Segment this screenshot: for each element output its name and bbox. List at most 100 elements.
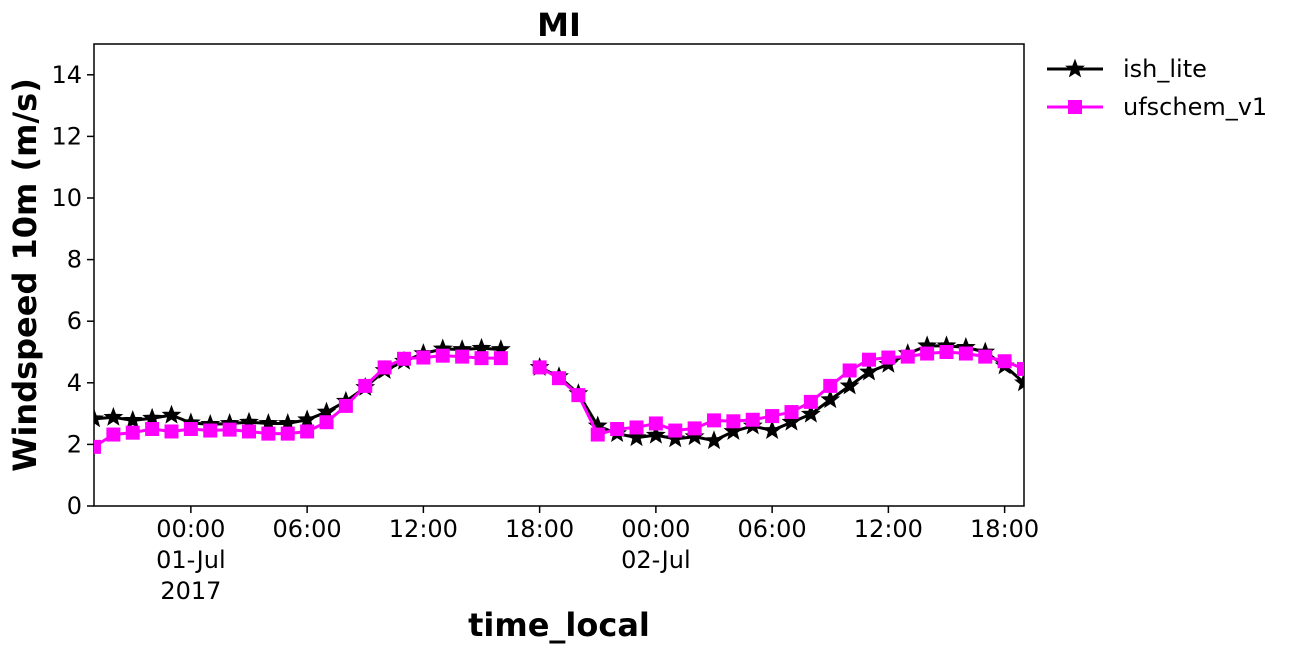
data-point (762, 420, 783, 439)
data-point (704, 430, 724, 450)
data-point (183, 422, 198, 436)
data-point (1014, 372, 1024, 392)
x-axis-label: time_local (468, 606, 650, 644)
legend-label: ish_lite (1123, 55, 1207, 83)
data-point (707, 413, 721, 428)
legend-marker-square (1068, 100, 1082, 114)
data-point (94, 439, 101, 454)
data-point (859, 361, 879, 381)
y-axis-label: Windspeed 10m (m/s) (6, 78, 44, 472)
data-point (862, 352, 876, 367)
data-point (958, 346, 973, 361)
y-tick-label: 8 (67, 246, 82, 274)
plot-frame (93, 43, 1025, 507)
x-tick-label: 18:00 (505, 515, 574, 543)
data-point (280, 426, 295, 441)
y-tick-label: 10 (51, 184, 82, 212)
y-tick-label: 6 (67, 307, 82, 335)
y-tick-label: 2 (67, 430, 82, 458)
data-point (765, 409, 780, 424)
data-point (164, 424, 179, 439)
plot-axes (93, 43, 1025, 507)
data-point (726, 414, 741, 429)
x-tick-label: 02-Jul (621, 546, 691, 574)
data-point (377, 360, 392, 375)
chart-title: MI (537, 6, 581, 44)
data-point (474, 351, 489, 366)
data-point (590, 427, 605, 442)
data-point (300, 424, 315, 439)
x-tick-label: 00:00 (621, 515, 690, 543)
x-tick-label: 12:00 (854, 515, 923, 543)
y-tick-label: 14 (51, 61, 82, 89)
y-tick-label: 12 (51, 122, 82, 150)
data-point (784, 405, 799, 420)
data-point (532, 360, 547, 375)
data-point (1036, 371, 1050, 385)
data-point (1017, 361, 1024, 376)
data-point (610, 422, 625, 436)
data-point (997, 354, 1012, 369)
data-point (106, 427, 121, 442)
data-point (455, 349, 470, 364)
data-point (745, 412, 760, 427)
data-point (800, 403, 821, 423)
data-point (645, 424, 666, 444)
x-tick-label: 06:00 (273, 515, 342, 543)
data-point (242, 424, 256, 439)
data-point (687, 421, 702, 436)
data-point (939, 345, 954, 359)
series-layer (94, 335, 1052, 454)
data-point (900, 349, 915, 364)
data-point (493, 351, 508, 366)
legend-item-ish_lite: ish_lite (1047, 55, 1207, 83)
data-point (1035, 391, 1052, 407)
data-point (125, 425, 140, 440)
y-tick-label: 0 (67, 492, 82, 520)
data-point (781, 411, 802, 431)
data-point (648, 416, 663, 431)
data-point (203, 423, 218, 438)
x-tick-label: 00:00 (156, 515, 225, 543)
data-point (161, 404, 182, 424)
legend-item-ufschem_v1: ufschem_v1 (1047, 93, 1267, 121)
data-point (839, 375, 860, 395)
data-point (823, 378, 838, 393)
data-point (122, 409, 143, 429)
data-point (319, 415, 334, 430)
data-point (803, 394, 818, 409)
data-point (145, 422, 160, 436)
data-point (920, 346, 935, 361)
y-axis-ticks: 0 2 4 6 8 10 12 14 (51, 61, 94, 520)
data-point (668, 423, 683, 438)
data-point (222, 422, 237, 437)
data-point (552, 371, 566, 386)
series-ufschem_v1 (94, 345, 1050, 454)
data-point (397, 351, 411, 366)
data-point (723, 421, 744, 440)
data-point (94, 408, 104, 428)
data-point (103, 406, 124, 426)
data-point (881, 350, 896, 365)
data-point (978, 349, 993, 364)
data-point (820, 389, 841, 409)
x-axis-ticks: 00:00 01-Jul 2017 06:00 12:00 18:00 00:00 02-Ju… (156, 506, 1039, 605)
x-tick-label: 06:00 (738, 515, 807, 543)
x-tick-label: 01-Jul (156, 546, 226, 574)
data-point (626, 427, 647, 447)
data-point (842, 363, 857, 378)
x-tick-label: 18:00 (970, 515, 1039, 543)
y-tick-label: 4 (67, 369, 82, 397)
legend-marker-star (1065, 58, 1085, 78)
data-point (261, 426, 276, 441)
data-point (435, 348, 450, 363)
x-tick-label: 12:00 (389, 515, 458, 543)
data-point (297, 409, 318, 429)
data-point (338, 398, 353, 413)
legend-label: ufschem_v1 (1123, 93, 1267, 121)
legend: ish_lite ufschem_v1 (1047, 55, 1267, 121)
data-point (571, 388, 586, 403)
data-point (416, 350, 431, 365)
x-tick-label: 2017 (160, 577, 221, 605)
